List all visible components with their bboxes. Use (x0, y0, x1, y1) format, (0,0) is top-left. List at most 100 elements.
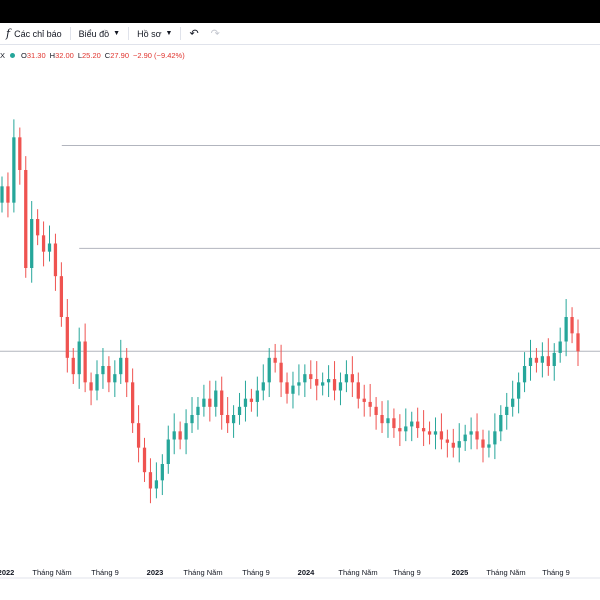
candle-body (24, 170, 28, 268)
candle (47, 225, 52, 262)
candle (303, 364, 307, 398)
profile-menu-button[interactable]: Hồ sơ ▼ (131, 24, 178, 43)
axis-month-label: Tháng Năm (486, 568, 525, 577)
candle-body (226, 415, 230, 424)
candle-body (368, 401, 372, 407)
candle (404, 408, 408, 442)
candle-body (469, 431, 473, 435)
candle-body (136, 423, 141, 448)
candle (522, 352, 527, 393)
candles (0, 119, 580, 504)
candle (374, 397, 378, 430)
candle-body (184, 423, 188, 440)
open-label: O (21, 50, 27, 60)
candle-body (59, 276, 64, 317)
candle (410, 411, 414, 442)
candle (576, 319, 580, 366)
candle (184, 409, 188, 455)
price-chart[interactable]: 2022 Tháng Năm Tháng 9 2023 Tháng Năm Tháng 9… (0, 62, 600, 600)
candle-body (427, 431, 432, 435)
candle (356, 372, 360, 409)
candle (83, 323, 87, 393)
candle (546, 338, 550, 376)
candle-body (404, 426, 408, 432)
candle (392, 408, 396, 438)
chart-menu-button[interactable]: Biểu đồ ▼ (73, 24, 126, 43)
candle-body (35, 219, 40, 236)
candle-body (291, 385, 295, 394)
time-axis: 2022 Tháng Năm Tháng 9 2023 Tháng Năm Tháng 9… (0, 568, 570, 577)
chart-menu-label: Biểu đồ (78, 28, 110, 39)
candle (487, 430, 491, 458)
undo-icon: ↶ (189, 28, 199, 40)
candle (499, 405, 503, 442)
candle-body (362, 398, 366, 402)
candle-body (344, 374, 349, 383)
candle-body (231, 415, 236, 424)
symbol-name[interactable]: X (0, 50, 6, 60)
candle (95, 360, 99, 401)
change-value: −2.90 (−9.42%) (133, 50, 185, 60)
candle (332, 361, 337, 401)
candle (154, 462, 159, 499)
candle-body (261, 382, 265, 391)
candle-body (196, 406, 200, 415)
candle-body (154, 480, 159, 489)
chart-toolbar: f Các chỉ báo Biểu đồ ▼ Hồ sơ ▼ ↶ ↷ (0, 23, 600, 45)
candle-body (273, 357, 277, 363)
candle-body (321, 382, 325, 386)
redo-button[interactable]: ↷ (205, 24, 226, 43)
candle (255, 376, 259, 417)
candle-body (214, 390, 218, 407)
axis-month-label: Tháng 9 (542, 568, 570, 577)
indicators-label: Các chỉ báo (14, 28, 62, 39)
candle (285, 372, 289, 404)
candle (309, 360, 313, 389)
toolbar-divider (69, 27, 71, 40)
candle (231, 405, 236, 438)
candle (35, 209, 40, 246)
candle-body (564, 317, 568, 342)
candle (77, 327, 81, 389)
high-label: H (49, 50, 56, 60)
candle (142, 437, 147, 482)
candle-body (546, 356, 550, 366)
candle (107, 356, 111, 393)
candle (475, 413, 479, 450)
candle-body (208, 398, 212, 407)
close-label: C (104, 50, 111, 60)
candle-body (30, 219, 34, 268)
toolbar-divider (128, 27, 130, 40)
candle (291, 371, 295, 409)
candle-body (534, 357, 539, 363)
candle-body (107, 366, 111, 383)
candle (190, 397, 194, 433)
candle (398, 414, 402, 447)
candle-body (558, 341, 562, 353)
candle (421, 410, 426, 447)
candle-body (297, 382, 301, 386)
candle (469, 417, 473, 450)
candle (267, 348, 271, 398)
candle (279, 344, 283, 398)
indicators-button[interactable]: f Các chỉ báo (0, 24, 68, 43)
candle (344, 360, 349, 393)
candle-body (374, 406, 378, 415)
undo-button[interactable]: ↶ (183, 24, 204, 43)
candle-body (439, 431, 444, 440)
candle-body (309, 374, 313, 380)
candle (160, 454, 164, 496)
candle-body (570, 317, 574, 334)
candle (101, 348, 105, 389)
candle (493, 413, 497, 460)
candle-body (516, 382, 521, 399)
candle (6, 172, 10, 218)
candle (89, 372, 93, 406)
candle-body (451, 442, 455, 448)
candle (439, 413, 444, 450)
candle (463, 424, 467, 451)
candle (202, 384, 206, 417)
candle (380, 401, 384, 433)
candle-body (576, 333, 580, 352)
candle-body (160, 464, 164, 481)
